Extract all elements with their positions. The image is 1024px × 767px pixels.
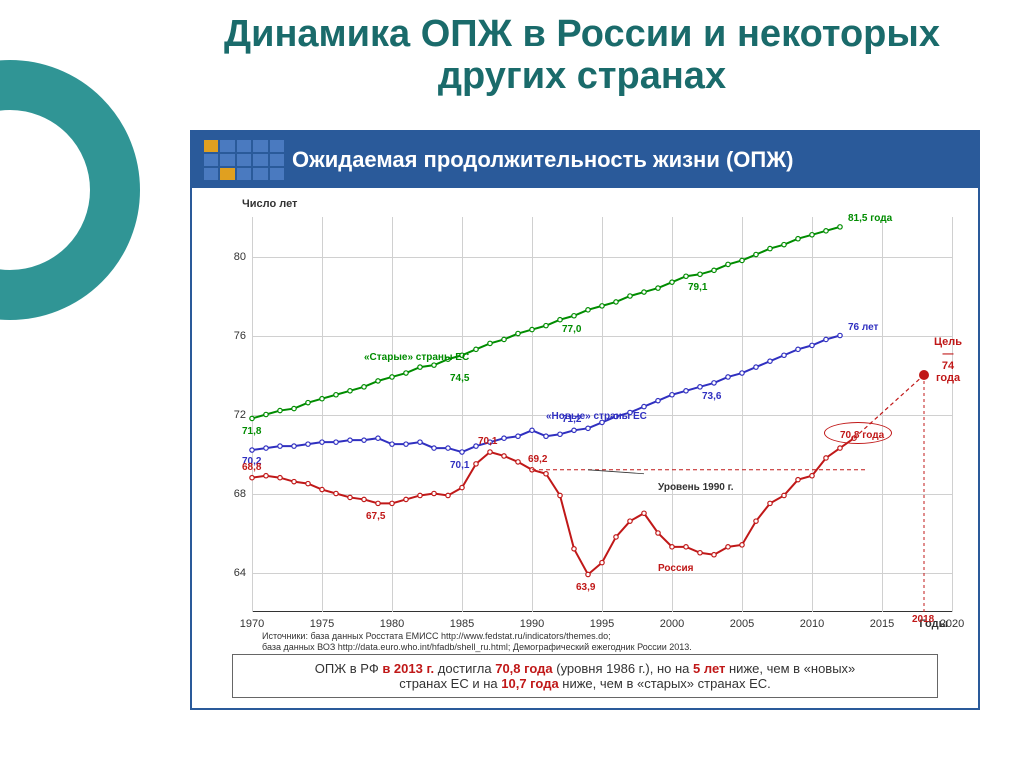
data-label: 69,2 [528,454,547,465]
x-tick: 2020 [940,618,964,630]
level-1990-label: Уровень 1990 г. [658,482,734,493]
data-label: 81,5 года [848,213,892,224]
y-tick: 64 [220,567,246,579]
x-tick: 1990 [520,618,544,630]
data-label: 76 лет [848,322,878,333]
x-tick: 1970 [240,618,264,630]
x-tick: 1995 [590,618,614,630]
series-label-new-eu: «Новые» страны ЕС [546,411,647,422]
x-tick: 1980 [380,618,404,630]
data-label: 63,9 [576,582,595,593]
data-label: 68,8 [242,462,261,473]
target-label: Цель —74 года [934,336,962,384]
slide-title: Динамика ОПЖ в России и некоторых других… [0,0,1024,104]
x-tick: 2010 [800,618,824,630]
data-label: 70,1 [450,460,469,471]
end-value-russia: 70,8 года [840,430,884,441]
x-tick: 2000 [660,618,684,630]
source-line-1: Источники: база данных Росстата ЕМИСС ht… [262,631,611,641]
y-tick: 72 [220,409,246,421]
chart-header-text: Ожидаемая продолжительность жизни (ОПЖ) [292,147,793,173]
header-grid-icon [204,140,284,180]
chart-frame: Ожидаемая продолжительность жизни (ОПЖ) … [190,130,980,710]
data-label: 77,0 [562,324,581,335]
source-text: Источники: база данных Росстата ЕМИСС ht… [262,631,692,654]
data-label: 79,1 [688,282,707,293]
y-tick: 76 [220,330,246,342]
y-axis-title: Число лет [242,198,297,210]
x-tick: 1985 [450,618,474,630]
data-label: 70,1 [478,436,497,447]
chart-header: Ожидаемая продолжительность жизни (ОПЖ) [192,132,978,188]
x-tick: 2015 [870,618,894,630]
plot-area: 6468727680197019751980198519901995200020… [252,217,952,612]
x-tick: 1975 [310,618,334,630]
source-line-2: база данных ВОЗ http://data.euro.who.int… [262,642,692,652]
data-label: 73,6 [702,391,721,402]
y-tick: 80 [220,251,246,263]
y-tick: 68 [220,488,246,500]
caption-box: ОПЖ в РФ в 2013 г. достигла 70,8 года (у… [232,654,938,698]
series-label-russia: Россия [658,563,694,574]
x-tick: 2005 [730,618,754,630]
target-year-label: 2018 [912,614,934,625]
data-label: 74,5 [450,373,469,384]
series-label-old-eu: «Старые» страны ЕС [364,352,469,363]
data-label: 71,8 [242,426,261,437]
data-label: 67,5 [366,511,385,522]
